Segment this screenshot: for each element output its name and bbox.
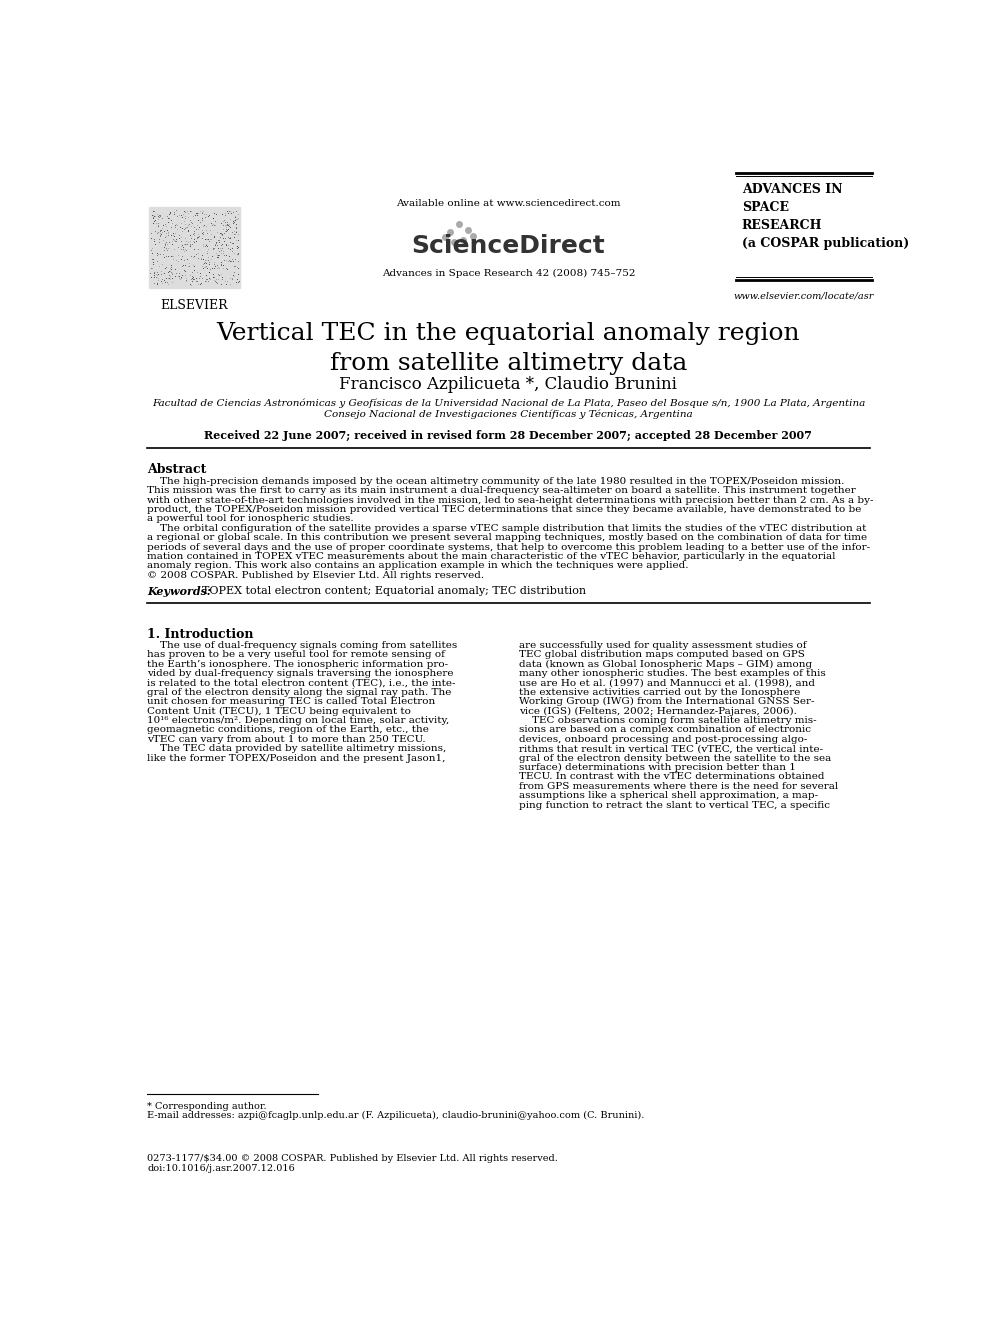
Text: is related to the total electron content (TEC), i.e., the inte-: is related to the total electron content… bbox=[147, 679, 455, 688]
Text: the extensive activities carried out by the Ionosphere: the extensive activities carried out by … bbox=[519, 688, 801, 697]
Text: TEC global distribution maps computed based on GPS: TEC global distribution maps computed ba… bbox=[519, 651, 806, 659]
Text: doi:10.1016/j.asr.2007.12.016: doi:10.1016/j.asr.2007.12.016 bbox=[147, 1164, 295, 1172]
Text: data (known as Global Ionospheric Maps – GIM) among: data (known as Global Ionospheric Maps –… bbox=[519, 660, 812, 669]
Text: E-mail addresses: azpi@fcaglp.unlp.edu.ar (F. Azpilicueta), claudio-brunini@yaho: E-mail addresses: azpi@fcaglp.unlp.edu.a… bbox=[147, 1111, 645, 1121]
Bar bbox=[149, 208, 240, 288]
Text: Keywords:: Keywords: bbox=[147, 586, 211, 597]
Text: from GPS measurements where there is the need for several: from GPS measurements where there is the… bbox=[519, 782, 838, 791]
Text: Facultad de Ciencias Astronómicas y Geofísicas de la Universidad Nacional de La : Facultad de Ciencias Astronómicas y Geof… bbox=[152, 400, 865, 409]
Text: vTEC can vary from about 1 to more than 250 TECU.: vTEC can vary from about 1 to more than … bbox=[147, 734, 426, 744]
Text: * Corresponding author.: * Corresponding author. bbox=[147, 1102, 267, 1111]
Text: 10¹⁶ electrons/m². Depending on local time, solar activity,: 10¹⁶ electrons/m². Depending on local ti… bbox=[147, 716, 449, 725]
Text: The TEC data provided by satellite altimetry missions,: The TEC data provided by satellite altim… bbox=[147, 745, 446, 753]
Text: The high-precision demands imposed by the ocean altimetry community of the late : The high-precision demands imposed by th… bbox=[147, 476, 844, 486]
Text: unit chosen for measuring TEC is called Total Electron: unit chosen for measuring TEC is called … bbox=[147, 697, 435, 706]
Text: devices, onboard processing and post-processing algo-: devices, onboard processing and post-pro… bbox=[519, 734, 807, 744]
Text: a regional or global scale. In this contribution we present several mapping tech: a regional or global scale. In this cont… bbox=[147, 533, 867, 542]
Text: rithms that result in vertical TEC (vTEC, the vertical inte-: rithms that result in vertical TEC (vTEC… bbox=[519, 745, 823, 753]
Text: gral of the electron density along the signal ray path. The: gral of the electron density along the s… bbox=[147, 688, 451, 697]
Text: ELSEVIER: ELSEVIER bbox=[161, 299, 228, 312]
Text: The orbital configuration of the satellite provides a sparse vTEC sample distrib: The orbital configuration of the satelli… bbox=[147, 524, 867, 533]
Text: vice (IGS) (Feltens, 2002; Hernandez-Pajares, 2006).: vice (IGS) (Feltens, 2002; Hernandez-Paj… bbox=[519, 706, 798, 716]
Text: assumptions like a spherical shell approximation, a map-: assumptions like a spherical shell appro… bbox=[519, 791, 818, 800]
Text: Working Group (IWG) from the International GNSS Ser-: Working Group (IWG) from the Internation… bbox=[519, 697, 814, 706]
Text: © 2008 COSPAR. Published by Elsevier Ltd. All rights reserved.: © 2008 COSPAR. Published by Elsevier Ltd… bbox=[147, 570, 484, 579]
Text: are successfully used for quality assessment studies of: are successfully used for quality assess… bbox=[519, 640, 806, 650]
Text: the Earth’s ionosphere. The ionospheric information pro-: the Earth’s ionosphere. The ionospheric … bbox=[147, 660, 448, 668]
Text: gral of the electron density between the satellite to the sea: gral of the electron density between the… bbox=[519, 754, 831, 762]
Text: ADVANCES IN
SPACE
RESEARCH
(a COSPAR publication): ADVANCES IN SPACE RESEARCH (a COSPAR pub… bbox=[742, 184, 909, 250]
Text: geomagnetic conditions, region of the Earth, etc., the: geomagnetic conditions, region of the Ea… bbox=[147, 725, 430, 734]
Text: anomaly region. This work also contains an application example in which the tech: anomaly region. This work also contains … bbox=[147, 561, 688, 570]
Text: mation contained in TOPEX vTEC measurements about the main characteristic of the: mation contained in TOPEX vTEC measureme… bbox=[147, 552, 835, 561]
Text: ScienceDirect: ScienceDirect bbox=[412, 234, 605, 258]
Text: has proven to be a very useful tool for remote sensing of: has proven to be a very useful tool for … bbox=[147, 651, 445, 659]
Text: product, the TOPEX/Poseidon mission provided vertical TEC determinations that si: product, the TOPEX/Poseidon mission prov… bbox=[147, 505, 862, 513]
Text: TECU. In contrast with the vTEC determinations obtained: TECU. In contrast with the vTEC determin… bbox=[519, 773, 824, 782]
Text: periods of several days and the use of proper coordinate systems, that help to o: periods of several days and the use of p… bbox=[147, 542, 870, 552]
Text: with other state-of-the-art technologies involved in the mission, led to sea-hei: with other state-of-the-art technologies… bbox=[147, 496, 874, 504]
Text: a powerful tool for ionospheric studies.: a powerful tool for ionospheric studies. bbox=[147, 515, 354, 524]
Text: TOPEX total electron content; Equatorial anomaly; TEC distribution: TOPEX total electron content; Equatorial… bbox=[195, 586, 586, 597]
Text: Received 22 June 2007; received in revised form 28 December 2007; accepted 28 De: Received 22 June 2007; received in revis… bbox=[204, 430, 812, 441]
Text: vided by dual-frequency signals traversing the ionosphere: vided by dual-frequency signals traversi… bbox=[147, 669, 453, 679]
Text: Abstract: Abstract bbox=[147, 463, 206, 476]
Text: ping function to retract the slant to vertical TEC, a specific: ping function to retract the slant to ve… bbox=[519, 800, 830, 810]
Text: This mission was the first to carry as its main instrument a dual-frequency sea-: This mission was the first to carry as i… bbox=[147, 486, 856, 495]
Text: surface) determinations with precision better than 1: surface) determinations with precision b… bbox=[519, 763, 797, 773]
Text: www.elsevier.com/locate/asr: www.elsevier.com/locate/asr bbox=[733, 292, 874, 300]
Text: like the former TOPEX/Poseidon and the present Jason1,: like the former TOPEX/Poseidon and the p… bbox=[147, 754, 445, 762]
Text: Consejo Nacional de Investigaciones Científicas y Técnicas, Argentina: Consejo Nacional de Investigaciones Cien… bbox=[324, 410, 692, 419]
Text: Available online at www.sciencedirect.com: Available online at www.sciencedirect.co… bbox=[396, 198, 621, 208]
Text: use are Ho et al. (1997) and Mannucci et al. (1998), and: use are Ho et al. (1997) and Mannucci et… bbox=[519, 679, 815, 688]
Text: 1. Introduction: 1. Introduction bbox=[147, 628, 254, 640]
Text: sions are based on a complex combination of electronic: sions are based on a complex combination… bbox=[519, 725, 811, 734]
Text: The use of dual-frequency signals coming from satellites: The use of dual-frequency signals coming… bbox=[147, 640, 457, 650]
Text: many other ionospheric studies. The best examples of this: many other ionospheric studies. The best… bbox=[519, 669, 826, 679]
Text: TEC observations coming form satellite altimetry mis-: TEC observations coming form satellite a… bbox=[519, 716, 816, 725]
Text: Vertical TEC in the equatorial anomaly region
from satellite altimetry data: Vertical TEC in the equatorial anomaly r… bbox=[216, 321, 801, 376]
Text: 0273-1177/$34.00 © 2008 COSPAR. Published by Elsevier Ltd. All rights reserved.: 0273-1177/$34.00 © 2008 COSPAR. Publishe… bbox=[147, 1155, 558, 1163]
Text: Advances in Space Research 42 (2008) 745–752: Advances in Space Research 42 (2008) 745… bbox=[382, 269, 635, 278]
Text: Francisco Azpilicueta *, Claudio Brunini: Francisco Azpilicueta *, Claudio Brunini bbox=[339, 376, 678, 393]
Text: Content Unit (TECU), 1 TECU being equivalent to: Content Unit (TECU), 1 TECU being equiva… bbox=[147, 706, 411, 716]
